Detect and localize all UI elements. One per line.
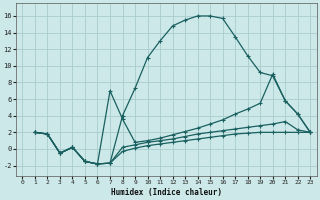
X-axis label: Humidex (Indice chaleur): Humidex (Indice chaleur) [111, 188, 222, 197]
